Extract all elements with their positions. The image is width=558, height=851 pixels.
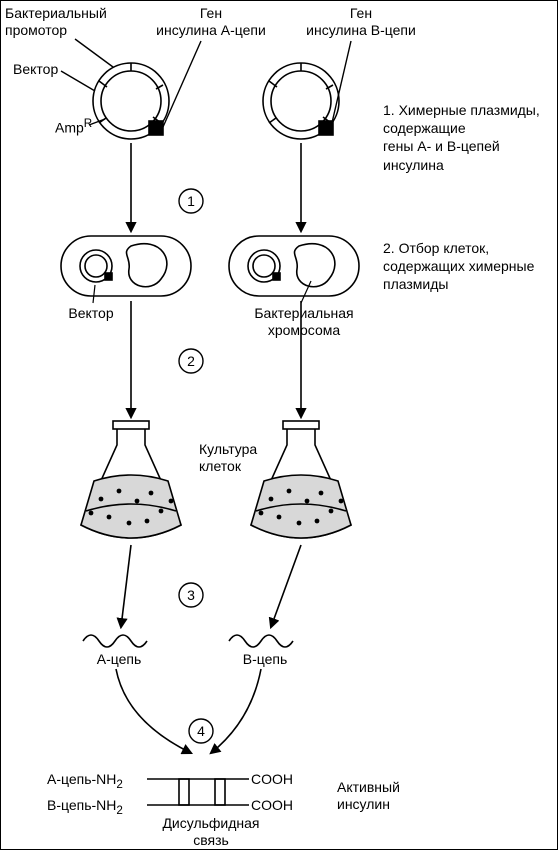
diagram-root: Бактериальныйпромотор Вектор Генинсулина… [0,0,558,850]
bact-cell-a [61,236,191,296]
plasmid-a [93,63,169,139]
step3-num: 3 [187,587,195,603]
step1-num: 1 [187,193,195,209]
flask-b [251,421,351,538]
b-chain-wave [229,635,293,647]
bact-cell-b [229,236,359,296]
insulin-structure [147,779,249,805]
flask-a [81,421,181,538]
a-chain-wave [83,635,147,647]
step2-num: 2 [187,353,195,369]
diagram-svg: 1 2 [1,1,558,851]
step4-num: 4 [197,723,205,739]
plasmid-b [263,63,339,139]
